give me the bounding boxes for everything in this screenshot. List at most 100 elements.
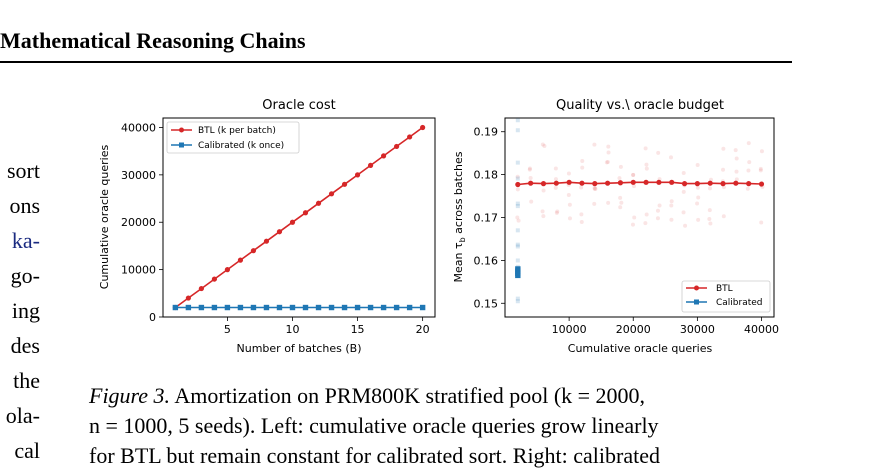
data-point — [407, 134, 413, 140]
side-text-line: des — [10, 333, 40, 358]
data-point — [237, 304, 244, 311]
data-point — [643, 179, 649, 185]
seed-point — [515, 296, 520, 301]
seed-point — [515, 128, 520, 133]
side-text-link[interactable]: ka- — [11, 228, 40, 253]
seed-point — [580, 165, 585, 170]
seed-point — [515, 176, 520, 181]
seed-point — [681, 189, 686, 194]
data-point — [592, 181, 598, 187]
y-tick-label: 0.17 — [474, 212, 499, 225]
seed-point — [681, 210, 686, 215]
data-point — [224, 267, 231, 273]
chart-title: Oracle cost — [262, 98, 335, 113]
seed-point — [734, 181, 739, 186]
legend-label-btl: BTL (k per batch) — [198, 126, 276, 136]
data-point — [276, 229, 283, 235]
seed-point — [720, 179, 725, 184]
x-tick-label: 10 — [285, 323, 299, 336]
seed-point — [515, 242, 520, 247]
figure-caption: Figure 3. Amortization on PRM800K strati… — [89, 381, 799, 471]
seed-point — [695, 185, 700, 190]
data-point — [328, 191, 335, 197]
x-tick-label: 10000 — [552, 323, 587, 336]
data-point — [617, 180, 624, 186]
seed-point — [655, 208, 660, 213]
legend-marker-btl — [694, 285, 699, 291]
seed-point — [580, 158, 585, 163]
side-text-line: ons — [9, 193, 40, 218]
data-point — [302, 210, 309, 216]
seed-point — [541, 188, 546, 193]
seed-point — [605, 159, 610, 164]
seed-point — [555, 209, 560, 214]
y-tick-label: 30000 — [121, 169, 156, 182]
legend-label-calibrated: Calibrated — [716, 298, 763, 308]
seed-point — [758, 168, 763, 173]
seed-point — [579, 185, 584, 190]
data-point — [394, 143, 400, 150]
seed-point — [553, 185, 558, 190]
seed-point — [515, 258, 520, 263]
data-point — [515, 272, 521, 279]
seed-point — [683, 223, 688, 228]
side-text-line: the — [13, 368, 40, 393]
seed-point — [515, 201, 520, 206]
data-point — [276, 304, 283, 311]
data-point — [198, 285, 204, 292]
seed-point — [592, 186, 597, 191]
seed-point — [606, 200, 611, 205]
data-point — [540, 181, 547, 187]
data-point — [579, 180, 585, 186]
data-point — [669, 179, 675, 185]
data-point — [302, 304, 309, 311]
legend-marker-calibrated — [694, 299, 699, 305]
seed-point — [527, 166, 532, 171]
data-point — [528, 180, 534, 186]
seed-point — [617, 176, 622, 181]
data-point — [185, 304, 192, 311]
seed-point — [657, 203, 662, 208]
data-point — [185, 295, 191, 301]
seed-point — [540, 142, 545, 147]
seed-point — [515, 204, 520, 209]
y-tick-label: 40000 — [121, 121, 156, 134]
side-text-line: ing — [11, 298, 40, 323]
y-tick-label: 0.19 — [474, 126, 499, 139]
data-point — [380, 304, 387, 311]
seed-point — [746, 168, 751, 173]
seed-point — [553, 166, 558, 171]
seed-point — [746, 141, 751, 146]
data-point — [733, 180, 739, 186]
seed-point — [644, 212, 649, 217]
seed-point — [759, 149, 764, 154]
header-rule — [0, 61, 792, 63]
seed-point — [592, 142, 597, 147]
seed-point — [566, 193, 571, 198]
seed-point — [593, 186, 598, 191]
seed-point — [643, 146, 648, 151]
seed-point — [696, 217, 701, 222]
seed-point — [618, 195, 623, 200]
data-point — [289, 219, 296, 225]
seed-point — [709, 177, 714, 182]
seed-point — [592, 201, 597, 206]
seed-point — [655, 216, 660, 221]
data-point — [237, 257, 244, 263]
seed-point — [669, 203, 674, 208]
seed-point — [707, 216, 712, 221]
seed-point — [515, 299, 520, 304]
data-point — [758, 181, 765, 187]
seed-point — [733, 148, 738, 153]
seed-point — [745, 186, 750, 191]
seed-point — [515, 187, 520, 192]
seed-point — [681, 170, 686, 175]
caption-label: Figure 3. — [89, 383, 171, 408]
seed-point — [618, 205, 623, 210]
seed-point — [747, 160, 752, 165]
data-point — [211, 276, 218, 282]
section-header: Mathematical Reasoning Chains — [0, 28, 306, 53]
caption-line-2: n = 1000, 5 seeds). Left: cumulative ora… — [89, 413, 659, 438]
seed-point — [515, 174, 520, 179]
y-tick-label: 20000 — [121, 216, 156, 229]
